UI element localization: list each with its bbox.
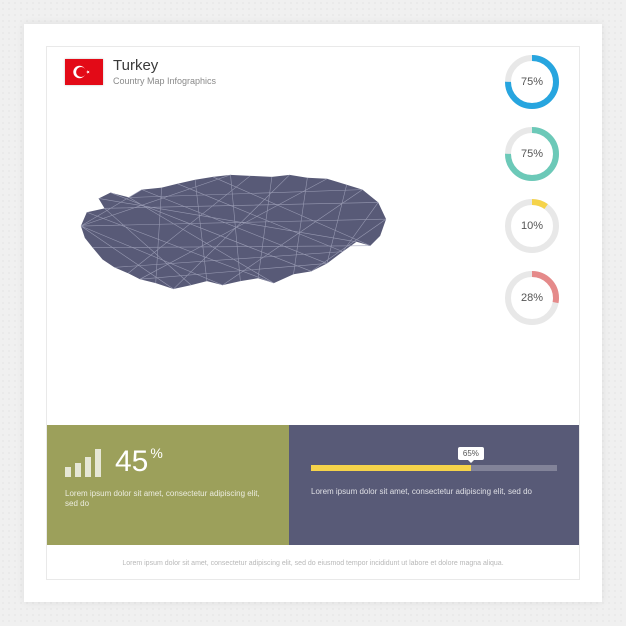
country-map xyxy=(75,165,390,308)
donut-1-label: 75% xyxy=(503,125,561,183)
bars-icon xyxy=(65,447,101,477)
footer-right-panel: 65% Lorem ipsum dolor sit amet, consecte… xyxy=(289,425,579,545)
title-block: Turkey Country Map Infographics xyxy=(113,57,216,86)
footer-caption: Lorem ipsum dolor sit amet, consectetur … xyxy=(47,560,579,567)
donut-3: 28% xyxy=(503,269,561,327)
donut-stack: 75% 75% 10% 28 xyxy=(503,53,561,327)
subtitle: Country Map Infographics xyxy=(113,76,216,86)
donut-2: 10% xyxy=(503,197,561,255)
footer-left-text: Lorem ipsum dolor sit amet, consectetur … xyxy=(65,489,271,510)
donut-1: 75% xyxy=(503,125,561,183)
stat-percent: 45% xyxy=(115,445,163,479)
donut-2-label: 10% xyxy=(503,197,561,255)
stat-value: 45 xyxy=(115,445,148,478)
stat-symbol: % xyxy=(150,445,162,461)
progress-badge: 65% xyxy=(458,447,484,460)
turkey-flag-icon xyxy=(65,59,103,85)
progress-fill xyxy=(311,465,471,471)
donut-3-label: 28% xyxy=(503,269,561,327)
infographic-card: Turkey Country Map Infographics 75% 75% xyxy=(24,24,602,602)
inner-frame: Turkey Country Map Infographics 75% 75% xyxy=(46,46,580,580)
progress-bar: 65% xyxy=(311,465,557,471)
donut-0-label: 75% xyxy=(503,53,561,111)
donut-0: 75% xyxy=(503,53,561,111)
footer-left-panel: 45% Lorem ipsum dolor sit amet, consecte… xyxy=(47,425,289,545)
header: Turkey Country Map Infographics xyxy=(65,57,216,86)
stat-row: 45% xyxy=(65,445,271,479)
footer-right-text: Lorem ipsum dolor sit amet, consectetur … xyxy=(311,487,557,497)
progress-track xyxy=(311,465,557,471)
country-title: Turkey xyxy=(113,57,216,74)
